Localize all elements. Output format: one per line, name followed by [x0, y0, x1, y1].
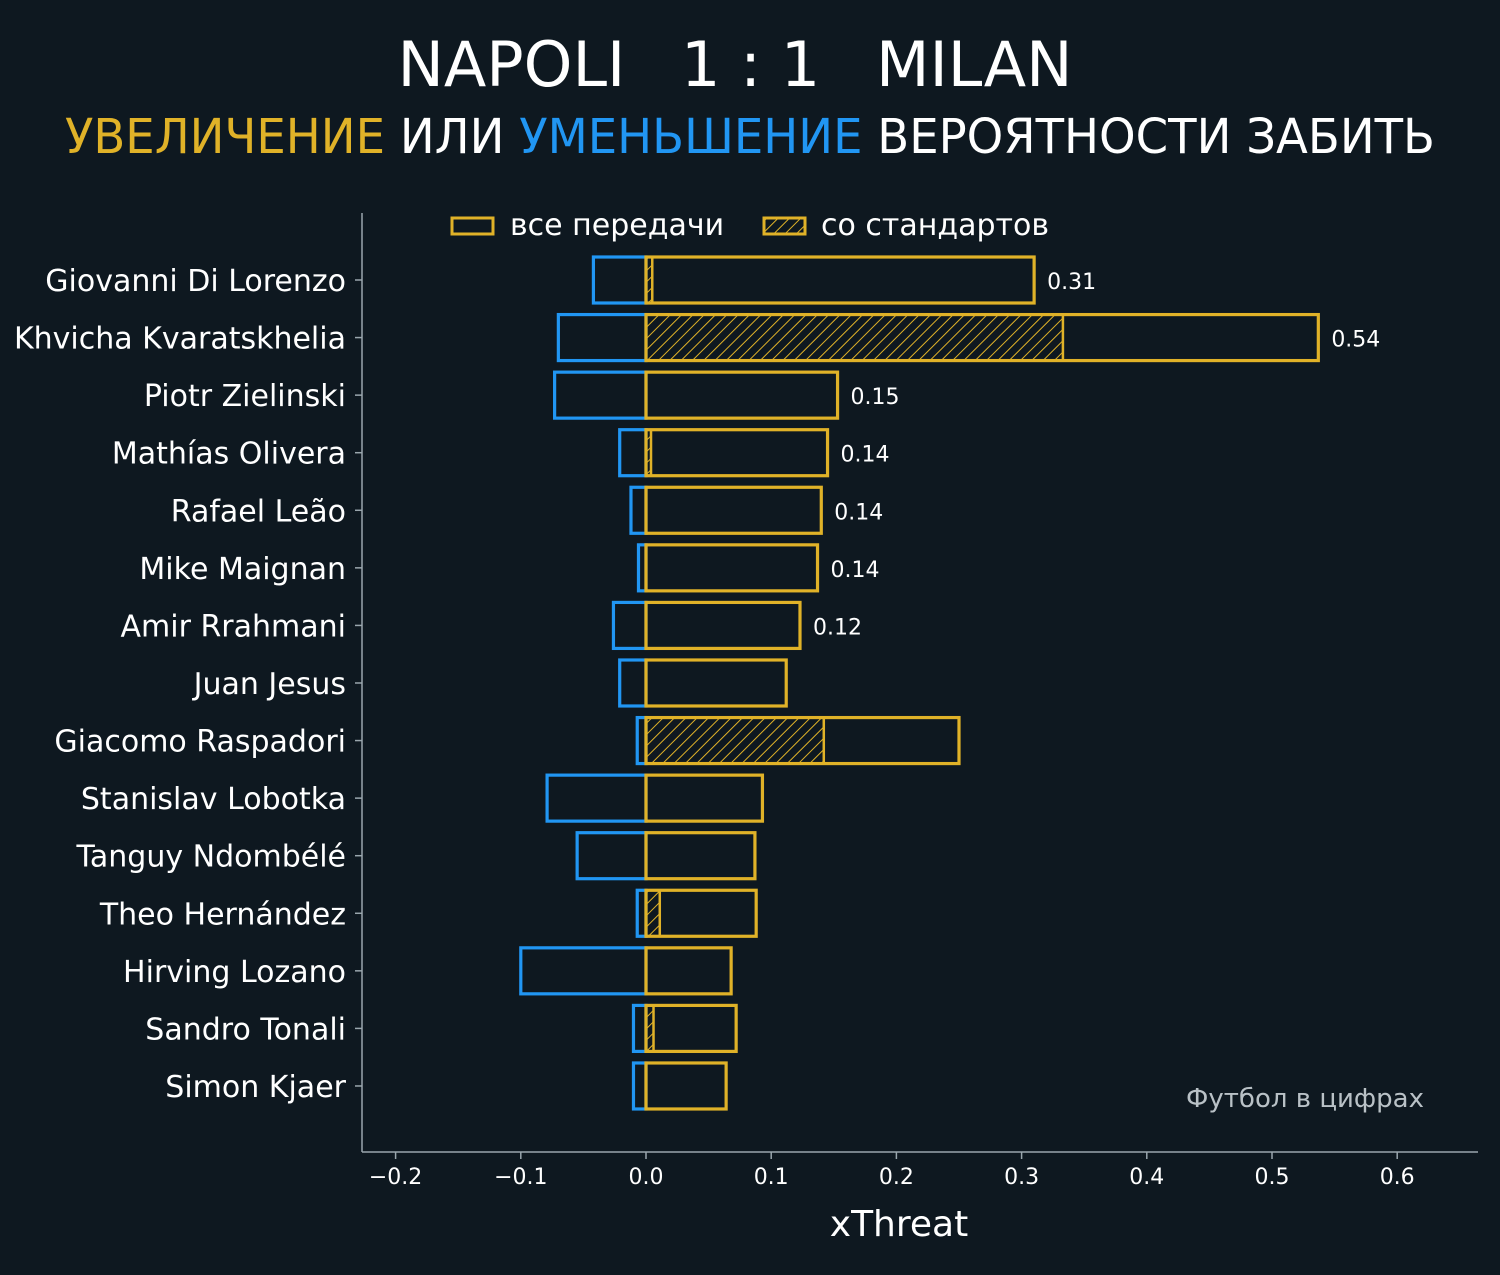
player-label: Stanislav Lobotka — [81, 782, 346, 817]
value-label: 0.12 — [813, 615, 862, 640]
bar-set-pieces — [644, 716, 826, 765]
bar-positive — [644, 543, 820, 593]
bars-group: 0.31 0.54 0.15 0.14 0.14 0.14 0.12 — [519, 255, 1380, 1111]
bar-negative — [618, 658, 648, 708]
x-tick-label: 0.6 — [1380, 1165, 1415, 1190]
bar-negative — [629, 485, 648, 535]
x-tick-label: −0.1 — [494, 1165, 547, 1190]
legend-swatch-set-pieces — [762, 216, 807, 236]
subtitle: УВЕЛИЧЕНИЕ ИЛИ УМЕНЬШЕНИЕ ВЕРОЯТНОСТИ ЗА… — [65, 109, 1435, 165]
x-tick-label: 0.1 — [754, 1165, 789, 1190]
value-label: 0.15 — [851, 385, 900, 410]
player-label: Mike Maignan — [139, 552, 346, 587]
bar-positive — [644, 1061, 728, 1111]
bar-positive — [644, 946, 733, 996]
match-title: NAPOLI 1 : 1 MILAN — [398, 28, 1073, 101]
bar-positive — [644, 485, 823, 535]
value-label: 0.54 — [1331, 328, 1380, 353]
player-label: Simon Kjaer — [165, 1070, 346, 1105]
bar-negative — [545, 773, 648, 823]
x-tick-label: 0.3 — [1004, 1165, 1039, 1190]
x-tick-label: 0.0 — [629, 1165, 664, 1190]
value-label: 0.14 — [834, 500, 883, 525]
bar-set-pieces — [644, 889, 662, 938]
bar-positive — [644, 831, 757, 881]
match-score: 1 : 1 — [681, 28, 820, 101]
x-tick-label: 0.4 — [1129, 1165, 1164, 1190]
bar-negative — [631, 1003, 648, 1054]
legend-swatch-all-passes — [450, 216, 495, 236]
bar-positive — [644, 888, 758, 938]
subtitle-increase: УВЕЛИЧЕНИЕ — [65, 109, 385, 165]
x-tick-label: 0.2 — [879, 1165, 914, 1190]
credit-text: Футбол в цифрах — [1186, 1084, 1424, 1114]
x-axis-label: xThreat — [830, 1204, 968, 1245]
bar-positive — [644, 1003, 738, 1054]
bar-positive — [644, 600, 802, 651]
bar-positive — [644, 715, 961, 766]
bar-set-pieces — [644, 313, 1065, 362]
bar-negative — [553, 370, 648, 420]
legend-label-all-passes: все передачи — [510, 208, 724, 243]
player-label: Theo Hernández — [99, 897, 346, 932]
subtitle-rest: ВЕРОЯТНОСТИ ЗАБИТЬ — [877, 109, 1435, 165]
bar-negative — [575, 831, 648, 881]
player-label: Rafael Leão — [171, 494, 346, 529]
value-label: 0.14 — [841, 443, 890, 468]
value-label: 0.14 — [831, 558, 880, 583]
bar-positive — [644, 255, 1036, 305]
value-label: 0.31 — [1047, 270, 1096, 295]
legend-label-set-pieces: со стандартов — [821, 208, 1049, 243]
player-label: Hirving Lozano — [123, 955, 346, 990]
player-label: Giovanni Di Lorenzo — [45, 264, 346, 299]
bar-positive — [644, 428, 830, 478]
bar-negative — [611, 600, 648, 651]
bar-positive — [644, 312, 1320, 363]
bar-negative — [556, 312, 648, 363]
subtitle-or: ИЛИ — [400, 109, 505, 165]
x-ticks: −0.2 −0.1 0.0 0.1 0.2 0.3 0.4 0.5 0.6 — [369, 1152, 1415, 1190]
player-label: Piotr Zielinski — [144, 379, 346, 414]
player-label: Tanguy Ndombélé — [76, 840, 346, 875]
bar-positive — [644, 370, 840, 420]
bar-positive — [644, 773, 765, 823]
bar-positive — [644, 658, 788, 708]
bar-negative — [519, 946, 648, 996]
x-tick-label: 0.5 — [1255, 1165, 1290, 1190]
legend: все передачи со стандартов — [450, 208, 1049, 243]
away-team: MILAN — [876, 28, 1073, 101]
player-label: Juan Jesus — [192, 667, 346, 702]
player-label: Sandro Tonali — [145, 1012, 346, 1047]
home-team: NAPOLI — [398, 28, 626, 101]
x-tick-label: −0.2 — [369, 1165, 422, 1190]
player-label: Giacomo Raspadori — [54, 725, 346, 760]
bar-negative — [591, 255, 648, 305]
player-label: Khvicha Kvaratskhelia — [14, 322, 346, 357]
bar-negative — [618, 428, 648, 478]
bar-negative — [631, 1061, 648, 1111]
player-labels: Giovanni Di Lorenzo Khvicha Kvaratskhelia… — [14, 264, 362, 1105]
subtitle-decrease: УМЕНЬШЕНИЕ — [519, 109, 862, 165]
player-label: Amir Rrahmani — [121, 609, 346, 644]
player-label: Mathías Olivera — [112, 437, 346, 472]
